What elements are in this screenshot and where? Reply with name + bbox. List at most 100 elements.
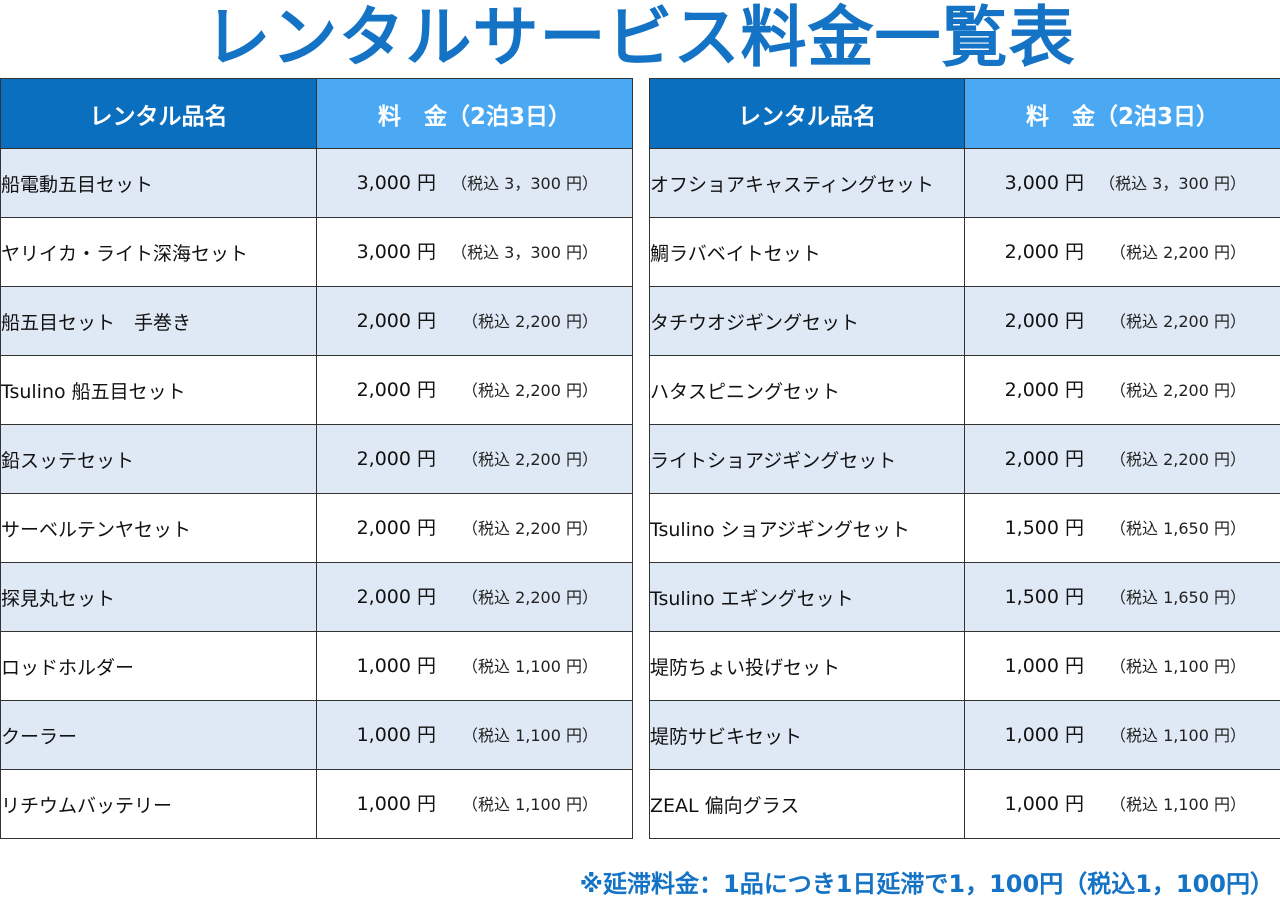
item-name: 堤防サビキセット	[649, 700, 965, 770]
price-amount: 3,000 円	[1004, 172, 1084, 194]
item-name: Tsulino エギングセット	[649, 562, 965, 632]
price-cell: 2,000 円 （税込 2,200 円）	[316, 424, 633, 494]
price-tax-included: （税込 2,200 円）	[462, 588, 598, 607]
price-amount: 1,500 円	[1004, 586, 1084, 608]
price-cell: 3,000 円 （税込 3，300 円）	[316, 217, 633, 287]
price-amount: 2,000 円	[1004, 310, 1084, 332]
rental-price-table-right: レンタル品名 料 金（2泊3日） オフショアキャスティングセット 3,000 円…	[649, 78, 1280, 839]
price-tax-included: （税込 1,100 円）	[462, 657, 598, 676]
price-tax-included: （税込 2,200 円）	[462, 519, 598, 538]
table-header-row: レンタル品名 料 金（2泊3日）	[649, 78, 1280, 149]
price-tax-included: （税込 1,100 円）	[1110, 657, 1246, 676]
price-tax-included: （税込 2,200 円）	[462, 381, 598, 400]
price-cell: 2,000 円 （税込 2,200 円）	[964, 286, 1280, 356]
item-name: 探見丸セット	[0, 562, 317, 632]
item-name: Tsulino ショアジギングセット	[649, 493, 965, 563]
table-row: 船五目セット 手巻き 2,000 円 （税込 2,200 円）	[0, 286, 633, 356]
price-tax-included: （税込 3，300 円）	[451, 243, 598, 262]
price-amount: 2,000 円	[356, 310, 436, 332]
item-name: ハタスピニングセット	[649, 355, 965, 425]
price-tax-included: （税込 1,650 円）	[1110, 519, 1246, 538]
item-name: 船五目セット 手巻き	[0, 286, 317, 356]
price-amount: 1,000 円	[356, 655, 436, 677]
item-name: クーラー	[0, 700, 317, 770]
table-row: ハタスピニングセット 2,000 円 （税込 2,200 円）	[649, 355, 1280, 425]
item-name: リチウムバッテリー	[0, 769, 317, 839]
price-tax-included: （税込 1,650 円）	[1110, 588, 1246, 607]
price-cell: 3,000 円 （税込 3，300 円）	[316, 148, 633, 218]
column-header-item-name: レンタル品名	[649, 78, 965, 149]
table-row: 鉛スッテセット 2,000 円 （税込 2,200 円）	[0, 424, 633, 494]
item-name: タチウオジギングセット	[649, 286, 965, 356]
price-amount: 2,000 円	[356, 448, 436, 470]
column-header-item-name: レンタル品名	[0, 78, 317, 149]
item-name: 鯛ラバベイトセット	[649, 217, 965, 287]
price-tax-included: （税込 3，300 円）	[451, 174, 598, 193]
price-amount: 2,000 円	[356, 517, 436, 539]
price-amount: 2,000 円	[1004, 241, 1084, 263]
price-tax-included: （税込 1,100 円）	[1110, 795, 1246, 814]
price-cell: 1,000 円 （税込 1,100 円）	[964, 631, 1280, 701]
item-name: ZEAL 偏向グラス	[649, 769, 965, 839]
price-amount: 2,000 円	[1004, 379, 1084, 401]
table-row: サーベルテンヤセット 2,000 円 （税込 2,200 円）	[0, 493, 633, 563]
price-tax-included: （税込 1,100 円）	[462, 726, 598, 745]
price-amount: 1,000 円	[1004, 724, 1084, 746]
price-amount: 1,000 円	[1004, 655, 1084, 677]
price-cell: 2,000 円 （税込 2,200 円）	[316, 493, 633, 563]
price-cell: 1,000 円 （税込 1,100 円）	[316, 700, 633, 770]
price-tax-included: （税込 2,200 円）	[462, 312, 598, 331]
column-header-price: 料 金（2泊3日）	[316, 78, 633, 149]
price-cell: 1,500 円 （税込 1,650 円）	[964, 562, 1280, 632]
price-cell: 2,000 円 （税込 2,200 円）	[316, 286, 633, 356]
item-name: オフショアキャスティングセット	[649, 148, 965, 218]
price-amount: 1,500 円	[1004, 517, 1084, 539]
price-tax-included: （税込 2,200 円）	[1110, 450, 1246, 469]
column-header-price: 料 金（2泊3日）	[964, 78, 1280, 149]
page-title: レンタルサービス料金一覧表	[204, 0, 1076, 76]
price-tax-included: （税込 2,200 円）	[1110, 243, 1246, 262]
table-row: 探見丸セット 2,000 円 （税込 2,200 円）	[0, 562, 633, 632]
price-cell: 1,000 円 （税込 1,100 円）	[316, 769, 633, 839]
table-row: ロッドホルダー 1,000 円 （税込 1,100 円）	[0, 631, 633, 701]
item-name: ヤリイカ・ライト深海セット	[0, 217, 317, 287]
price-cell: 2,000 円 （税込 2,200 円）	[964, 424, 1280, 494]
price-cell: 1,000 円 （税込 1,100 円）	[964, 700, 1280, 770]
table-header-row: レンタル品名 料 金（2泊3日）	[0, 78, 633, 149]
table-row: 鯛ラバベイトセット 2,000 円 （税込 2,200 円）	[649, 217, 1280, 287]
price-cell: 2,000 円 （税込 2,200 円）	[964, 355, 1280, 425]
table-row: 船電動五目セット 3,000 円 （税込 3，300 円）	[0, 148, 633, 218]
price-amount: 3,000 円	[356, 172, 436, 194]
price-amount: 2,000 円	[356, 379, 436, 401]
price-cell: 2,000 円 （税込 2,200 円）	[964, 217, 1280, 287]
table-row: クーラー 1,000 円 （税込 1,100 円）	[0, 700, 633, 770]
price-amount: 1,000 円	[356, 724, 436, 746]
table-row: Tsulino 船五目セット 2,000 円 （税込 2,200 円）	[0, 355, 633, 425]
price-cell: 3,000 円 （税込 3，300 円）	[964, 148, 1280, 218]
price-cell: 2,000 円 （税込 2,200 円）	[316, 562, 633, 632]
table-row: Tsulino ショアジギングセット 1,500 円 （税込 1,650 円）	[649, 493, 1280, 563]
price-tax-included: （税込 3，300 円）	[1099, 174, 1246, 193]
price-tax-included: （税込 1,100 円）	[1110, 726, 1246, 745]
price-amount: 1,000 円	[356, 793, 436, 815]
price-amount: 2,000 円	[1004, 448, 1084, 470]
table-row: ヤリイカ・ライト深海セット 3,000 円 （税込 3，300 円）	[0, 217, 633, 287]
price-cell: 1,000 円 （税込 1,100 円）	[316, 631, 633, 701]
price-tax-included: （税込 2,200 円）	[1110, 381, 1246, 400]
price-tax-included: （税込 2,200 円）	[462, 450, 598, 469]
table-row: ライトショアジギングセット 2,000 円 （税込 2,200 円）	[649, 424, 1280, 494]
item-name: 船電動五目セット	[0, 148, 317, 218]
table-row: タチウオジギングセット 2,000 円 （税込 2,200 円）	[649, 286, 1280, 356]
table-row: 堤防ちょい投げセット 1,000 円 （税込 1,100 円）	[649, 631, 1280, 701]
table-row: リチウムバッテリー 1,000 円 （税込 1,100 円）	[0, 769, 633, 839]
price-amount: 2,000 円	[356, 586, 436, 608]
late-fee-note: ※延滞料金：1品につき1日延滞で1，100円（税込1，100円）	[579, 870, 1274, 898]
item-name: ロッドホルダー	[0, 631, 317, 701]
table-row: ZEAL 偏向グラス 1,000 円 （税込 1,100 円）	[649, 769, 1280, 839]
table-row: オフショアキャスティングセット 3,000 円 （税込 3，300 円）	[649, 148, 1280, 218]
item-name: ライトショアジギングセット	[649, 424, 965, 494]
item-name: サーベルテンヤセット	[0, 493, 317, 563]
item-name: Tsulino 船五目セット	[0, 355, 317, 425]
price-cell: 1,000 円 （税込 1,100 円）	[964, 769, 1280, 839]
price-cell: 1,500 円 （税込 1,650 円）	[964, 493, 1280, 563]
